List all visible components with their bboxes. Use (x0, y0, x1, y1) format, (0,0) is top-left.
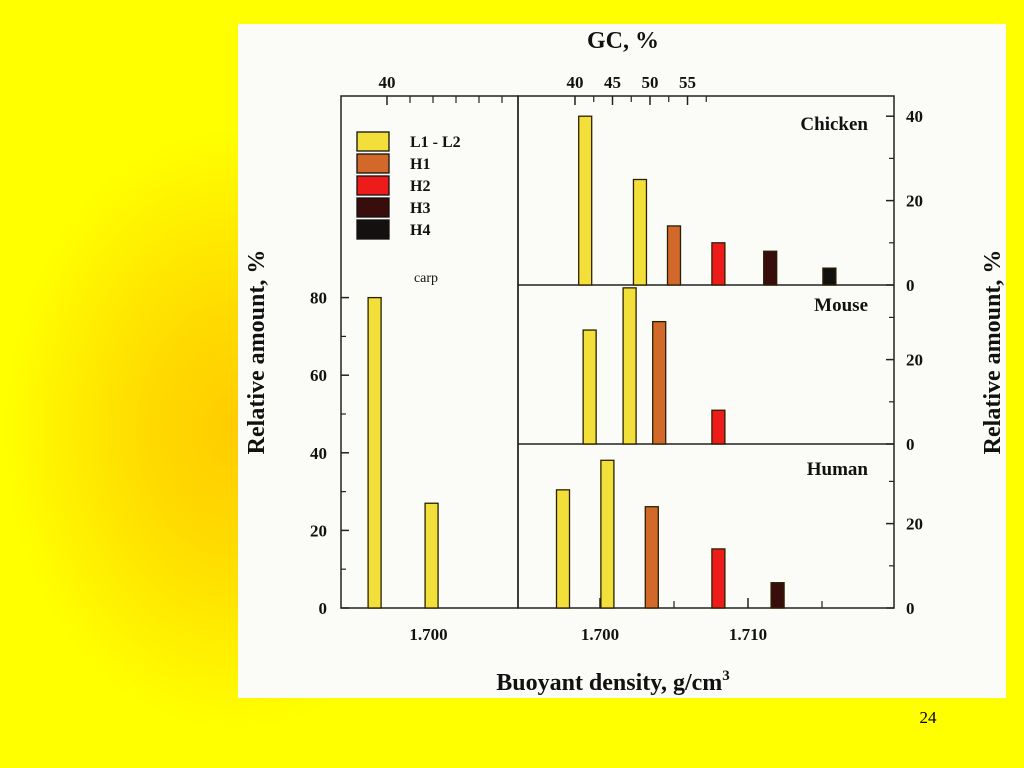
legend-swatch (356, 219, 390, 240)
legend-swatch (356, 175, 390, 196)
gc-tick-label: 45 (604, 73, 621, 92)
carp-y-tick-label: 20 (310, 521, 327, 540)
legend-label: H3 (410, 200, 430, 217)
human-bar (711, 548, 726, 609)
chicken-bar (763, 250, 778, 286)
chicken-panel-label: Chicken (800, 114, 868, 135)
stacked-panels-frame (517, 95, 895, 609)
figure-panel: 40 40 45 50 55 1.700 1.700 1.710 0 20 40 60 80 0 20 40 0… (238, 24, 1006, 698)
human-bar (555, 489, 571, 609)
human-y-tick-label: 0 (906, 599, 915, 618)
carp-label: carp (414, 271, 438, 286)
gc-tick-label: 50 (642, 73, 659, 92)
carp-density-tick-label: 1.700 (409, 625, 447, 644)
legend-label: L1 - L2 (410, 134, 461, 151)
carp-y-tick-label: 80 (310, 289, 327, 308)
slide-number: 24 (919, 708, 937, 727)
carp-y-tick-label: 60 (310, 366, 327, 385)
chicken-bar (632, 178, 648, 286)
mouse-bar (711, 409, 726, 445)
chicken-y-tick-label: 20 (906, 192, 923, 211)
gc-tick-label: 40 (567, 73, 584, 92)
human-y-tick-label: 20 (906, 515, 923, 534)
gc-tick-label: 55 (679, 73, 696, 92)
human-panel-label: Human (807, 459, 869, 480)
chicken-bar (666, 225, 682, 286)
carp-gc-tick-label: 40 (379, 73, 396, 92)
carp-y-tick-label: 40 (310, 444, 327, 463)
legend-swatch (356, 197, 390, 218)
legend-label: H2 (410, 178, 430, 195)
legend-label: H1 (410, 156, 430, 173)
legend-swatch (356, 153, 390, 174)
mouse-y-tick-label: 20 (906, 351, 923, 370)
density-axis-title: Buoyant density, g/cm3 (496, 668, 730, 696)
density-unit-superscript: 3 (722, 668, 730, 684)
mouse-bar (582, 329, 597, 445)
density-tick-label: 1.710 (729, 625, 767, 644)
left-y-axis-title: Relative amount, % (244, 250, 270, 455)
chicken-y-tick-label: 40 (906, 107, 923, 126)
buoyant-density-chart: 40 40 45 50 55 1.700 1.700 1.710 0 20 40 60 80 0 20 40 0… (244, 28, 1006, 696)
human-bar (644, 506, 659, 609)
carp-bar (424, 502, 439, 609)
legend-swatch (356, 131, 390, 152)
human-bar (600, 459, 615, 609)
legend-label: H4 (410, 222, 430, 239)
chicken-y-tick-label: 0 (906, 276, 915, 295)
carp-y-tick-label: 0 (319, 599, 328, 618)
chicken-bar (822, 267, 837, 286)
mouse-bar (652, 320, 667, 445)
right-y-axis-title: Relative amount, % (980, 250, 1006, 455)
chicken-bar (711, 242, 726, 286)
mouse-bar (622, 287, 637, 445)
carp-bar (367, 296, 382, 609)
chicken-bar (578, 115, 593, 286)
density-tick-label: 1.700 (581, 625, 619, 644)
mouse-y-tick-label: 0 (906, 435, 915, 454)
gc-axis-title: GC, % (587, 28, 659, 54)
mouse-panel-label: Mouse (814, 295, 868, 316)
human-bar (770, 582, 785, 609)
